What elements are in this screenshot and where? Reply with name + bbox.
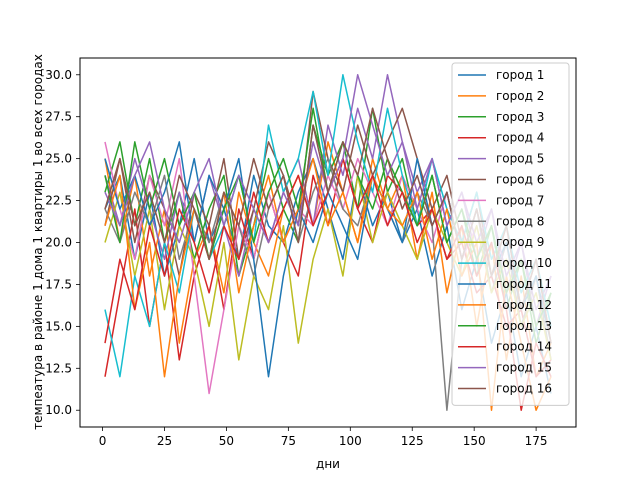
x-tick-label: 75 [281, 434, 296, 448]
legend-label: город 12 [496, 298, 552, 312]
legend-label: город 13 [496, 319, 552, 333]
y-tick-label: 27.5 [45, 110, 72, 124]
legend-label: город 16 [496, 382, 552, 396]
y-axis: 10.0 12.5 15.0 17.5 20.0 22.5 25.0 27.5 30.0 [45, 68, 80, 417]
x-tick-label: 100 [339, 434, 362, 448]
legend-label: город 7 [496, 193, 544, 207]
legend-label: город 2 [496, 89, 544, 103]
legend-label: город 4 [496, 131, 544, 145]
y-tick-label: 25.0 [45, 152, 72, 166]
legend-label: город 6 [496, 173, 544, 187]
legend-label: город 14 [496, 340, 552, 354]
legend-label: город 1 [496, 68, 544, 82]
legend-label: город 9 [496, 235, 544, 249]
x-tick-label: 50 [219, 434, 234, 448]
legend-label: город 3 [496, 110, 544, 124]
y-tick-label: 20.0 [45, 236, 72, 250]
y-tick-label: 17.5 [45, 277, 72, 291]
x-tick-label: 25 [157, 434, 172, 448]
legend-label: город 8 [496, 214, 544, 228]
legend-label: город 10 [496, 256, 552, 270]
legend-label: город 11 [496, 277, 552, 291]
x-tick-label: 175 [525, 434, 548, 448]
legend-box [451, 62, 570, 406]
x-tick-label: 150 [463, 434, 486, 448]
x-axis: 0 25 50 75 100 125 150 175 [99, 427, 548, 448]
y-tick-label: 22.5 [45, 194, 72, 208]
y-tick-label: 30.0 [45, 68, 72, 82]
y-axis-label: темпеатура в районе 1 дома 1 квартиры 1 … [31, 54, 45, 430]
x-tick-label: 0 [99, 434, 107, 448]
y-tick-label: 12.5 [45, 361, 72, 375]
legend-label: город 15 [496, 361, 552, 375]
x-tick-label: 125 [401, 434, 424, 448]
y-tick-label: 10.0 [45, 403, 72, 417]
x-axis-label: дни [316, 457, 340, 471]
legend: город 1 город 2 город 3 город 4 город 5 город… [451, 62, 570, 406]
y-tick-label: 15.0 [45, 319, 72, 333]
legend-label: город 5 [496, 152, 544, 166]
